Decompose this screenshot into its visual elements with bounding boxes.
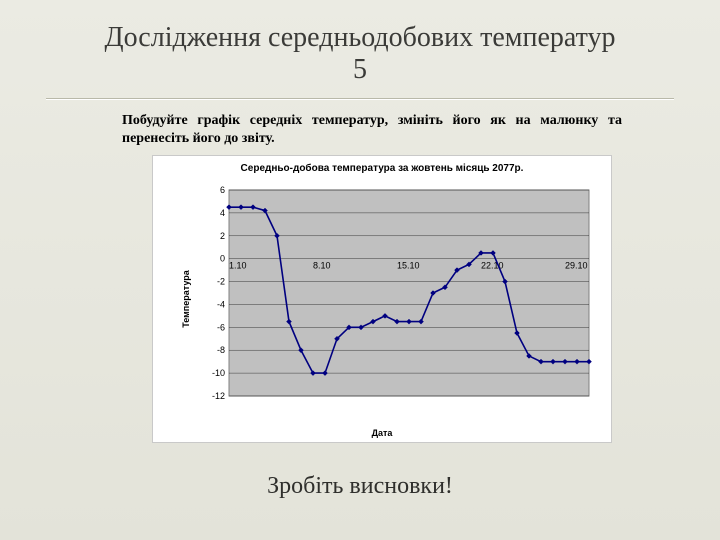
chart-title: Середньо-добова температура за жовтень м… xyxy=(153,163,611,174)
chart-xlabel: Дата xyxy=(153,428,611,438)
footer-text: Зробіть висновки! xyxy=(0,473,720,500)
title-line-1: Дослідження середньодобових температур xyxy=(105,22,616,53)
temperature-chart: Середньо-добова температура за жовтень м… xyxy=(152,155,612,443)
svg-text:1.10: 1.10 xyxy=(229,261,247,271)
chart-ylabel: Температура xyxy=(181,270,191,328)
chart-plot: -12-10-8-6-4-202461.108.1015.1022.1029.1… xyxy=(201,186,595,414)
svg-text:6: 6 xyxy=(220,186,225,195)
svg-text:29.10: 29.10 xyxy=(565,261,588,271)
svg-text:-10: -10 xyxy=(212,368,225,378)
slide: Дослідження середньодобових температур 5… xyxy=(0,0,720,540)
svg-text:-6: -6 xyxy=(217,322,225,332)
svg-text:-8: -8 xyxy=(217,345,225,355)
page-title: Дослідження середньодобових температур 5 xyxy=(0,22,720,86)
svg-text:8.10: 8.10 xyxy=(313,261,331,271)
svg-text:2: 2 xyxy=(220,231,225,241)
svg-text:15.10: 15.10 xyxy=(397,261,420,271)
chart-svg: -12-10-8-6-4-202461.108.1015.1022.1029.1… xyxy=(201,186,595,414)
svg-text:0: 0 xyxy=(220,254,225,264)
svg-text:4: 4 xyxy=(220,208,225,218)
svg-text:-2: -2 xyxy=(217,277,225,287)
task-text: Побудуйте графік середніх температур, зм… xyxy=(122,112,622,147)
title-line-2: 5 xyxy=(353,54,367,85)
svg-text:-12: -12 xyxy=(212,391,225,401)
divider xyxy=(46,98,674,99)
svg-text:-4: -4 xyxy=(217,299,225,309)
